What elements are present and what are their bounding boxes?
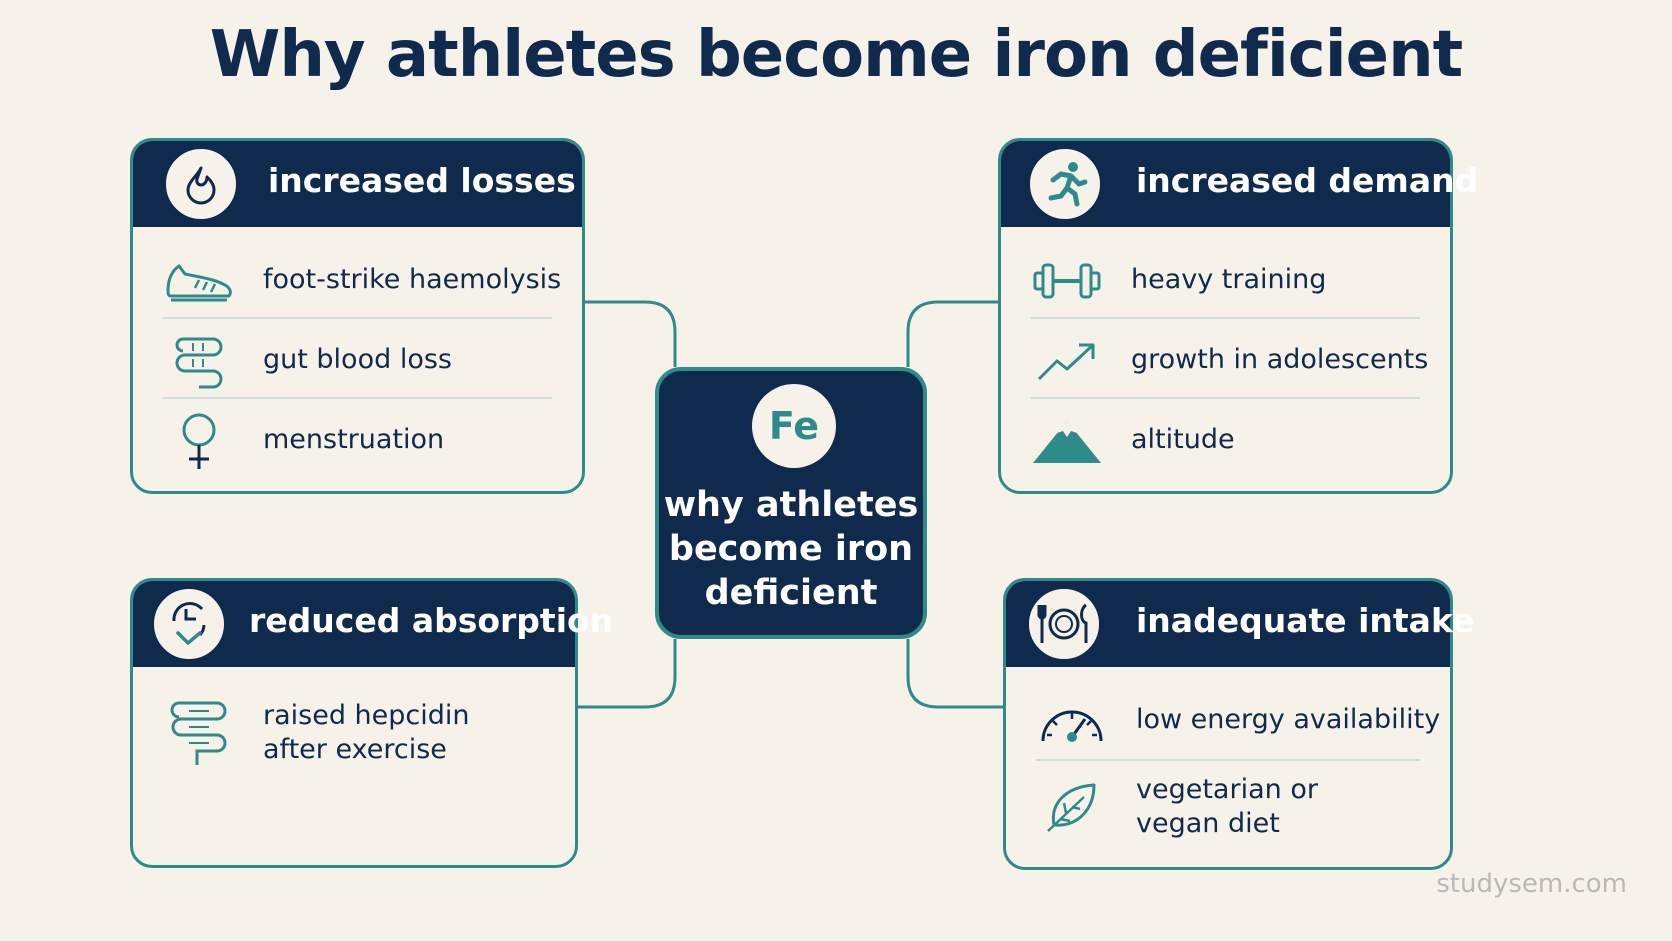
trend-up-icon [1031,331,1103,391]
divider [163,317,552,319]
center-label: why athletes become iron deficient [663,485,919,613]
dumbbell-icon [1031,251,1103,311]
card-reduced-absorption: reduced absorption raised hepcidin after… [130,578,613,868]
female-symbol-icon [163,411,235,471]
card-title: increased demand [1136,161,1479,200]
divider [1031,397,1420,399]
gauge-icon [1036,691,1108,751]
center-node: Fe why athletes become iron deficient [655,367,927,639]
absorption-cycle-icon [151,586,227,662]
item-label: heavy training [1131,264,1327,295]
item-label: foot-strike haemolysis [263,264,562,295]
mountain-icon [1031,411,1103,471]
item-label-line: vegan diet [1136,808,1280,839]
connector-demand [906,300,998,367]
connector-losses [585,300,677,367]
leaf-icon [1036,777,1108,837]
item-label: altitude [1131,424,1235,455]
watermark: studysem.com [1436,869,1627,899]
card-inadequate-intake: inadequate intake low energy availabilit… [1003,578,1474,870]
item-label: gut blood loss [263,344,452,375]
card-increased-losses: increased losses foot-strike haemolysis … [130,138,585,494]
card-title: increased losses [268,161,576,200]
list-item: altitude [1031,401,1420,481]
list-item: heavy training [1031,241,1420,321]
blood-drop-icon [163,146,239,222]
item-label-line: raised hepcidin [263,700,470,731]
list-item: growth in adolescents [1031,321,1428,401]
card-title: reduced absorption [249,601,614,640]
intestine-icon [163,331,235,391]
card-title: inadequate intake [1136,601,1475,640]
item-label-line: vegetarian or [1136,774,1318,805]
item-label: growth in adolescents [1131,344,1429,375]
item-label: low energy availability [1136,704,1441,735]
iron-symbol: Fe [752,384,836,468]
divider [1031,317,1420,319]
list-item: low energy availability [1036,681,1440,761]
list-item: foot-strike haemolysis [163,241,561,321]
divider [163,397,552,399]
list-item: menstruation [163,401,552,481]
page-title: Why athletes become iron deficient [209,18,1463,92]
item-label: raised hepcidin after exercise [263,699,470,767]
shoe-icon [163,251,235,311]
runner-icon [1027,146,1103,222]
connector-absorption [578,639,677,709]
list-item: gut blood loss [163,321,552,401]
item-label-line: after exercise [263,734,447,765]
plate-cutlery-icon [1026,586,1102,662]
connector-intake [906,639,1003,709]
divider [1036,759,1420,761]
card-increased-demand: increased demand heavy training growth i… [998,138,1478,494]
item-label: menstruation [263,424,445,455]
list-item: vegetarian or vegan diet [1036,767,1420,847]
intestine-icon [163,701,235,765]
list-item: raised hepcidin after exercise [163,693,545,773]
item-label: vegetarian or vegan diet [1136,773,1318,841]
